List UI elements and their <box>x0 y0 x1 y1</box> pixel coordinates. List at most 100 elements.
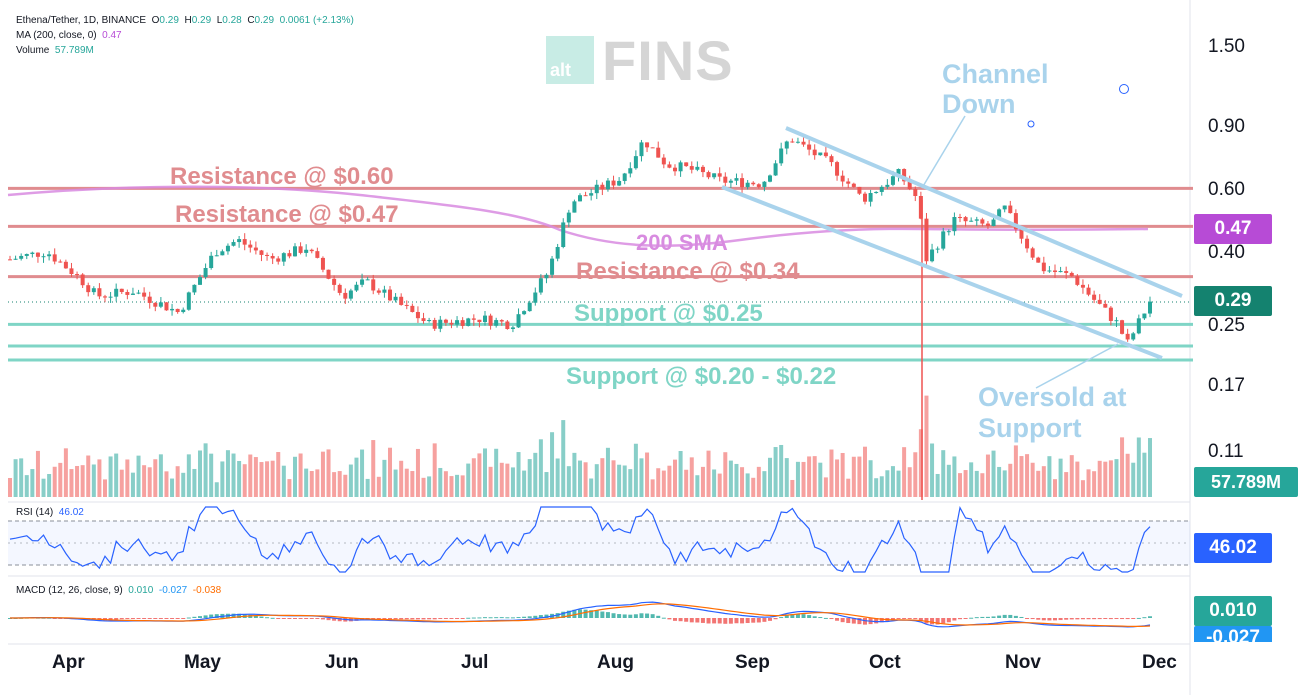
candle-body <box>298 246 303 253</box>
volume-bar <box>505 463 510 497</box>
macd-histogram-bar <box>801 614 806 618</box>
candle-body <box>667 164 672 168</box>
volume-bar <box>673 459 677 497</box>
volume-bar <box>225 450 230 497</box>
macd-hist-value: -0.038 <box>192 585 222 596</box>
candle-body <box>795 141 800 143</box>
month-tick: Aug <box>597 652 634 673</box>
candle-body <box>1148 301 1152 314</box>
macd-histogram-bar <box>265 617 270 619</box>
volume-bar <box>354 457 359 497</box>
candle-body <box>728 180 733 183</box>
volume-bar <box>550 432 555 497</box>
candle-body <box>130 293 135 295</box>
volume-bar <box>661 470 666 497</box>
volume-bar <box>1114 459 1119 497</box>
candle-body <box>1092 294 1097 300</box>
candle-body <box>734 178 739 181</box>
volume-bar <box>756 466 761 497</box>
macd-histogram-bar <box>298 618 303 619</box>
volume-bar <box>952 456 957 497</box>
candle-body <box>499 320 504 322</box>
volume-bar <box>58 462 63 497</box>
macd-histogram-bar <box>114 618 119 620</box>
candle-body <box>997 209 1002 220</box>
candle-body <box>807 144 812 150</box>
volume-bar <box>991 450 996 497</box>
volume-bar <box>91 464 96 497</box>
volume-bar <box>1131 462 1136 497</box>
candle-body <box>522 311 527 315</box>
candle-body <box>589 193 594 196</box>
candle-body <box>1086 287 1091 295</box>
volume-bar <box>348 464 353 497</box>
volume-bar <box>119 469 124 497</box>
candle-body <box>147 296 152 303</box>
macd-histogram-bar <box>1058 618 1063 621</box>
candle-body <box>885 184 890 187</box>
macd-histogram-bar <box>181 618 186 619</box>
volume-bar <box>427 476 432 497</box>
candle-body <box>544 274 549 279</box>
volume-bar <box>1008 463 1013 497</box>
candle-body <box>471 318 476 320</box>
candle-body <box>773 163 778 176</box>
candle-body <box>1047 270 1052 272</box>
macd-histogram-bar <box>890 618 895 620</box>
volume-bar <box>628 469 633 497</box>
volume-bar <box>494 448 499 497</box>
macd-histogram-bar <box>583 609 588 618</box>
macd-histogram-bar <box>1125 618 1130 620</box>
volume-bar <box>1030 462 1035 497</box>
candle-body <box>572 201 577 213</box>
macd-badge: 0.010 <box>1194 596 1272 626</box>
macd-histogram-bar <box>935 618 940 625</box>
resistance-047-label: Resistance @ $0.47 <box>175 201 399 228</box>
volume-bar <box>840 452 845 497</box>
candle-body <box>723 176 728 183</box>
macd-histogram-bar <box>656 615 661 618</box>
macd-histogram-bar <box>415 618 420 620</box>
macd-histogram-bar <box>1148 616 1152 618</box>
macd-histogram-bar <box>695 618 700 623</box>
volume-bar <box>477 453 482 497</box>
candle-body <box>220 251 225 256</box>
macd-histogram-bar <box>661 617 666 619</box>
volume-bar <box>1047 456 1052 497</box>
candle-body <box>86 285 91 293</box>
month-tick: Jun <box>325 652 359 673</box>
candle-body <box>801 141 806 145</box>
price-tick: 0.17 <box>1208 375 1245 396</box>
candle-body <box>857 186 862 194</box>
volume-bar <box>751 477 756 497</box>
volume-bar <box>320 451 325 497</box>
candle-body <box>483 315 487 323</box>
candle-body <box>706 172 711 178</box>
candle-body <box>80 274 85 286</box>
macd-histogram-bar <box>902 618 907 619</box>
macd-histogram-bar <box>455 618 460 619</box>
candle-body <box>466 318 471 326</box>
volume-bar <box>583 462 588 497</box>
volume-bar <box>343 474 348 497</box>
candle-body <box>13 258 18 260</box>
candle-body <box>415 311 420 319</box>
candle-body <box>935 248 940 250</box>
macd-histogram-bar <box>147 618 152 619</box>
last-price-badge: 0.29 <box>1194 286 1272 316</box>
volume-bar <box>1002 470 1007 497</box>
volume-value: 57.789M <box>54 45 94 56</box>
volume-bar <box>337 471 342 497</box>
candle-body <box>203 268 208 278</box>
candle-body <box>265 254 270 256</box>
volume-bar <box>745 473 750 497</box>
volume-bar <box>617 464 622 497</box>
macd-histogram-bar <box>376 618 381 620</box>
ma-price-badge: 0.47 <box>1194 214 1272 244</box>
volume-bar <box>304 468 309 497</box>
month-tick: Sep <box>735 652 770 673</box>
candle-body <box>399 296 404 305</box>
macd-histogram-bar <box>304 618 309 619</box>
macd-histogram-bar <box>863 618 867 625</box>
macd-histogram-bar <box>136 618 141 619</box>
